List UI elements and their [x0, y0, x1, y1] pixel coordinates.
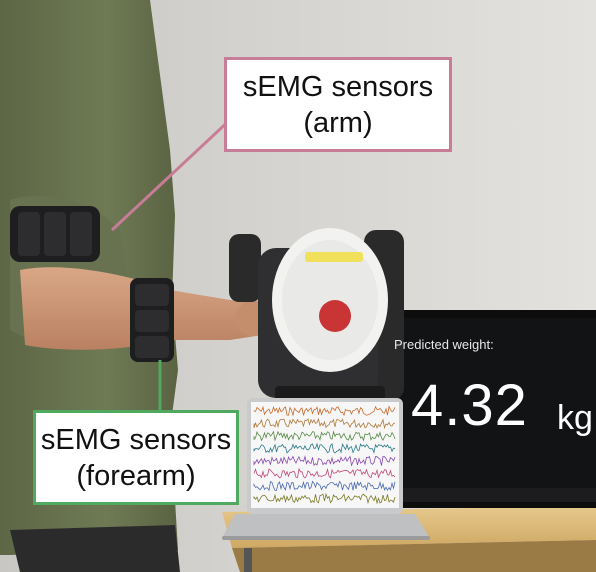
forearm-sensor-band	[130, 278, 174, 362]
forearm-callout-line1: sEMG sensors	[41, 422, 231, 458]
forearm-sensor-callout: sEMG sensors (forearm)	[33, 410, 239, 505]
predicted-weight-unit: kg	[557, 399, 593, 438]
predicted-weight-value: 4.32	[411, 372, 528, 439]
forearm-callout-line2: (forearm)	[76, 458, 195, 494]
arm-callout-line1: sEMG sensors	[243, 69, 433, 105]
arm-sensor-callout: sEMG sensors (arm)	[224, 57, 452, 152]
arm-callout-line2: (arm)	[303, 105, 372, 141]
laptop	[222, 398, 430, 540]
predicted-weight-label: Predicted weight:	[394, 337, 494, 352]
arm-sensor-band	[10, 206, 100, 262]
